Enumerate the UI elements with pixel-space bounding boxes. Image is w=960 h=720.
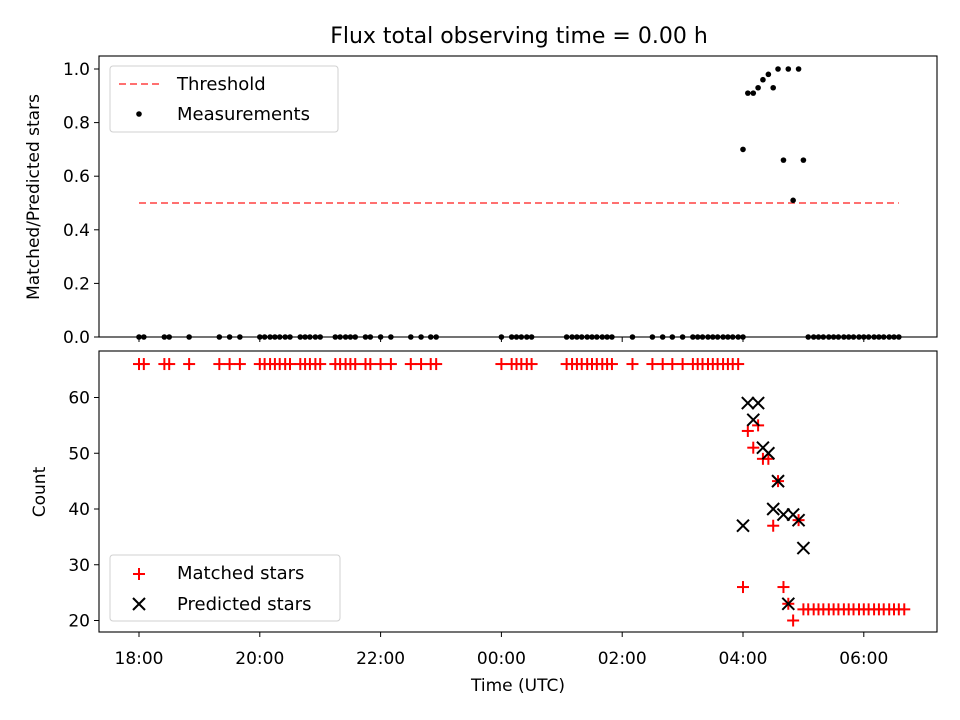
matched-star-marker bbox=[762, 452, 775, 465]
bottom-ytick-label: 40 bbox=[68, 500, 90, 520]
bottom-xtick-label: 18:00 bbox=[115, 649, 164, 669]
top-ytick-label: 0.2 bbox=[63, 274, 90, 294]
predicted-star-marker bbox=[761, 446, 776, 460]
legend-measurements-swatch bbox=[136, 111, 142, 117]
matched-star-marker bbox=[430, 358, 443, 371]
predicted-star-marker bbox=[746, 413, 760, 427]
legend-threshold-label: Threshold bbox=[176, 74, 266, 95]
measurement-point bbox=[780, 157, 787, 163]
predicted-star-marker bbox=[751, 396, 765, 410]
measurement-point bbox=[750, 90, 757, 96]
measurement-point bbox=[745, 90, 751, 96]
matched-star-marker bbox=[777, 581, 790, 594]
measurement-point bbox=[785, 66, 792, 72]
legend-matched-swatch bbox=[133, 568, 145, 580]
predicted-star-marker bbox=[776, 507, 791, 522]
measurement-point bbox=[770, 84, 776, 91]
predicted-star-marker bbox=[771, 474, 785, 488]
measurement-point bbox=[790, 197, 796, 204]
matched-star-marker bbox=[183, 358, 196, 371]
bottom-ytick-label: 30 bbox=[68, 556, 90, 576]
matched-star-marker bbox=[284, 358, 296, 371]
matched-star-marker bbox=[404, 358, 417, 371]
bottom-ytick-label: 20 bbox=[68, 612, 90, 632]
predicted-star-marker bbox=[796, 541, 811, 555]
matched-star-marker bbox=[626, 358, 639, 371]
bottom-xtick-label: 04:00 bbox=[719, 649, 768, 669]
matched-star-marker bbox=[374, 358, 387, 371]
measurement-point bbox=[740, 146, 746, 153]
matched-star-marker bbox=[898, 603, 911, 616]
matched-star-marker bbox=[223, 358, 236, 371]
top-legend-box bbox=[109, 65, 339, 133]
measurement-point bbox=[755, 84, 761, 91]
matched-star-marker bbox=[676, 358, 689, 371]
top-legend: Threshold Measurements bbox=[109, 65, 339, 133]
bottom-legend: Matched stars Predicted stars bbox=[109, 554, 341, 622]
bottom-ytick-label: 60 bbox=[68, 389, 90, 409]
bottom-xtick-label: 22:00 bbox=[356, 649, 405, 669]
bottom-xtick-label: 20:00 bbox=[235, 649, 284, 669]
matched-star-marker bbox=[741, 424, 754, 437]
matched-star-marker bbox=[767, 519, 780, 532]
legend-measurements-label: Measurements bbox=[177, 104, 310, 125]
measurement-point bbox=[765, 71, 772, 78]
bottom-ylabel: Count bbox=[30, 466, 50, 517]
matched-star-marker bbox=[137, 358, 150, 371]
top-ytick-label: 0.4 bbox=[63, 221, 90, 241]
top-ytick-label: 0.6 bbox=[63, 167, 90, 187]
measurement-point bbox=[795, 66, 802, 72]
matched-star-marker bbox=[213, 358, 226, 371]
bottom-xtick-label: 06:00 bbox=[839, 649, 888, 669]
matched-star-marker bbox=[364, 358, 377, 371]
matched-star-marker bbox=[747, 441, 760, 454]
predicted-star-marker bbox=[781, 597, 796, 611]
matched-star-marker bbox=[163, 358, 176, 371]
matched-star-marker bbox=[605, 358, 618, 371]
bottom-panel: 20 30 40 50 60 18:00 20:00 22:00 00:00 02:00 04:0… bbox=[30, 350, 938, 696]
top-panel: 0.0 0.2 0.4 0.6 0.8 1.0 Matched/Predicted sta… bbox=[24, 55, 938, 348]
bottom-xlabel: Time (UTC) bbox=[470, 676, 565, 696]
top-axes-frame bbox=[98, 55, 938, 338]
top-ytick-label: 0.0 bbox=[63, 328, 90, 348]
top-ylabel: Matched/Predicted stars bbox=[24, 94, 44, 300]
measurement-point bbox=[775, 66, 781, 72]
matched-star-marker bbox=[646, 358, 659, 371]
matched-star-marker bbox=[666, 358, 679, 371]
matched-star-marker bbox=[495, 358, 508, 371]
matched-star-marker bbox=[525, 358, 538, 371]
matched-star-marker bbox=[233, 358, 246, 371]
matched-star-marker bbox=[732, 358, 745, 371]
legend-predicted-swatch bbox=[132, 597, 146, 611]
predicted-star-marker bbox=[766, 502, 780, 516]
bottom-axes-frame bbox=[98, 350, 938, 633]
top-ytick-label: 0.8 bbox=[63, 114, 90, 134]
measurement-point bbox=[800, 157, 807, 163]
bottom-legend-box bbox=[109, 554, 341, 622]
top-ytick-label: 1.0 bbox=[63, 60, 90, 80]
bottom-ytick-label: 50 bbox=[68, 444, 90, 464]
measurement-point bbox=[760, 76, 766, 83]
predicted-star-marker bbox=[741, 396, 755, 410]
legend-predicted-label: Predicted stars bbox=[177, 594, 311, 615]
matched-star-marker bbox=[349, 358, 362, 371]
predicted-star-marker bbox=[736, 519, 750, 533]
predicted-star-marker bbox=[791, 513, 806, 527]
matched-star-marker bbox=[737, 581, 749, 594]
bottom-xtick-label: 00:00 bbox=[477, 649, 526, 669]
bottom-xtick-label: 02:00 bbox=[598, 649, 647, 669]
chart-title: Flux total observing time = 0.00 h bbox=[330, 24, 708, 49]
legend-matched-label: Matched stars bbox=[177, 563, 304, 584]
matched-star-marker bbox=[787, 614, 800, 627]
matched-star-marker bbox=[314, 358, 327, 371]
matched-star-marker bbox=[384, 358, 397, 371]
